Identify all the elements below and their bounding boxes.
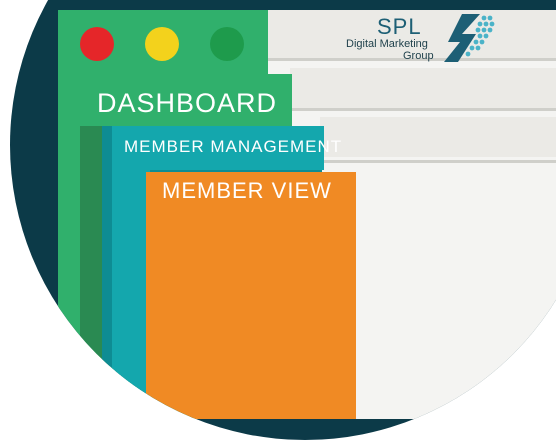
background-circle: SPL Digital Marketing Group xyxy=(10,0,556,440)
logo-line1: Digital Marketing xyxy=(346,38,428,50)
minimize-dot-icon[interactable] xyxy=(145,27,179,61)
member-management-window xyxy=(112,170,150,419)
logo-line2: Group xyxy=(403,50,434,62)
spl-logo-mark-icon xyxy=(444,14,495,62)
divider-line xyxy=(290,108,556,111)
spl-logo: SPL Digital Marketing Group xyxy=(340,12,500,64)
toolbar-bar xyxy=(290,68,556,108)
title-bar xyxy=(265,10,556,58)
logo-brand: SPL xyxy=(377,14,422,39)
dashboard-label: DASHBOARD xyxy=(97,88,278,118)
member-view-label: MEMBER VIEW xyxy=(162,178,332,203)
divider-line xyxy=(320,160,556,163)
member-management-label: MEMBER MANAGEMENT xyxy=(124,137,343,156)
divider-line xyxy=(265,58,556,61)
close-dot-icon[interactable] xyxy=(80,27,114,61)
toolbar-bar xyxy=(320,117,556,157)
dashboard-tab xyxy=(80,74,292,126)
member-view-window xyxy=(146,172,356,419)
maximize-dot-icon[interactable] xyxy=(210,27,244,61)
member-management-tab xyxy=(112,126,324,170)
